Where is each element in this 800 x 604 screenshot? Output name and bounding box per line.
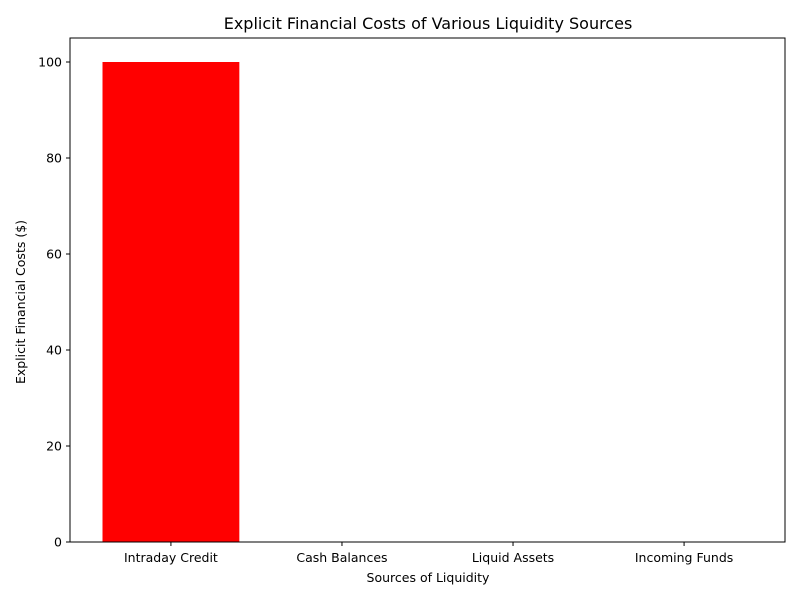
x-tick-label: Cash Balances [296, 550, 387, 565]
y-tick-label: 60 [46, 247, 62, 262]
x-tick-label: Liquid Assets [472, 550, 554, 565]
y-tick-label: 40 [46, 343, 62, 358]
bar-intraday-credit [102, 62, 240, 542]
y-axis-label: Explicit Financial Costs ($) [13, 220, 28, 384]
x-axis-ticks: Intraday Credit Cash Balances Liquid Asset… [124, 542, 733, 565]
y-tick-label: 100 [38, 55, 62, 70]
x-tick-label: Intraday Credit [124, 550, 218, 565]
bars-group [102, 62, 240, 542]
y-tick-label: 80 [46, 151, 62, 166]
plot-area-frame [69, 37, 786, 543]
x-tick-label: Incoming Funds [635, 550, 733, 565]
x-axis-label: Sources of Liquidity [367, 570, 491, 585]
y-tick-label: 0 [54, 535, 62, 550]
y-tick-label: 20 [46, 439, 62, 454]
chart-title: Explicit Financial Costs of Various Liqu… [224, 14, 633, 33]
y-axis-ticks: 0 20 40 60 80 100 [38, 55, 70, 550]
